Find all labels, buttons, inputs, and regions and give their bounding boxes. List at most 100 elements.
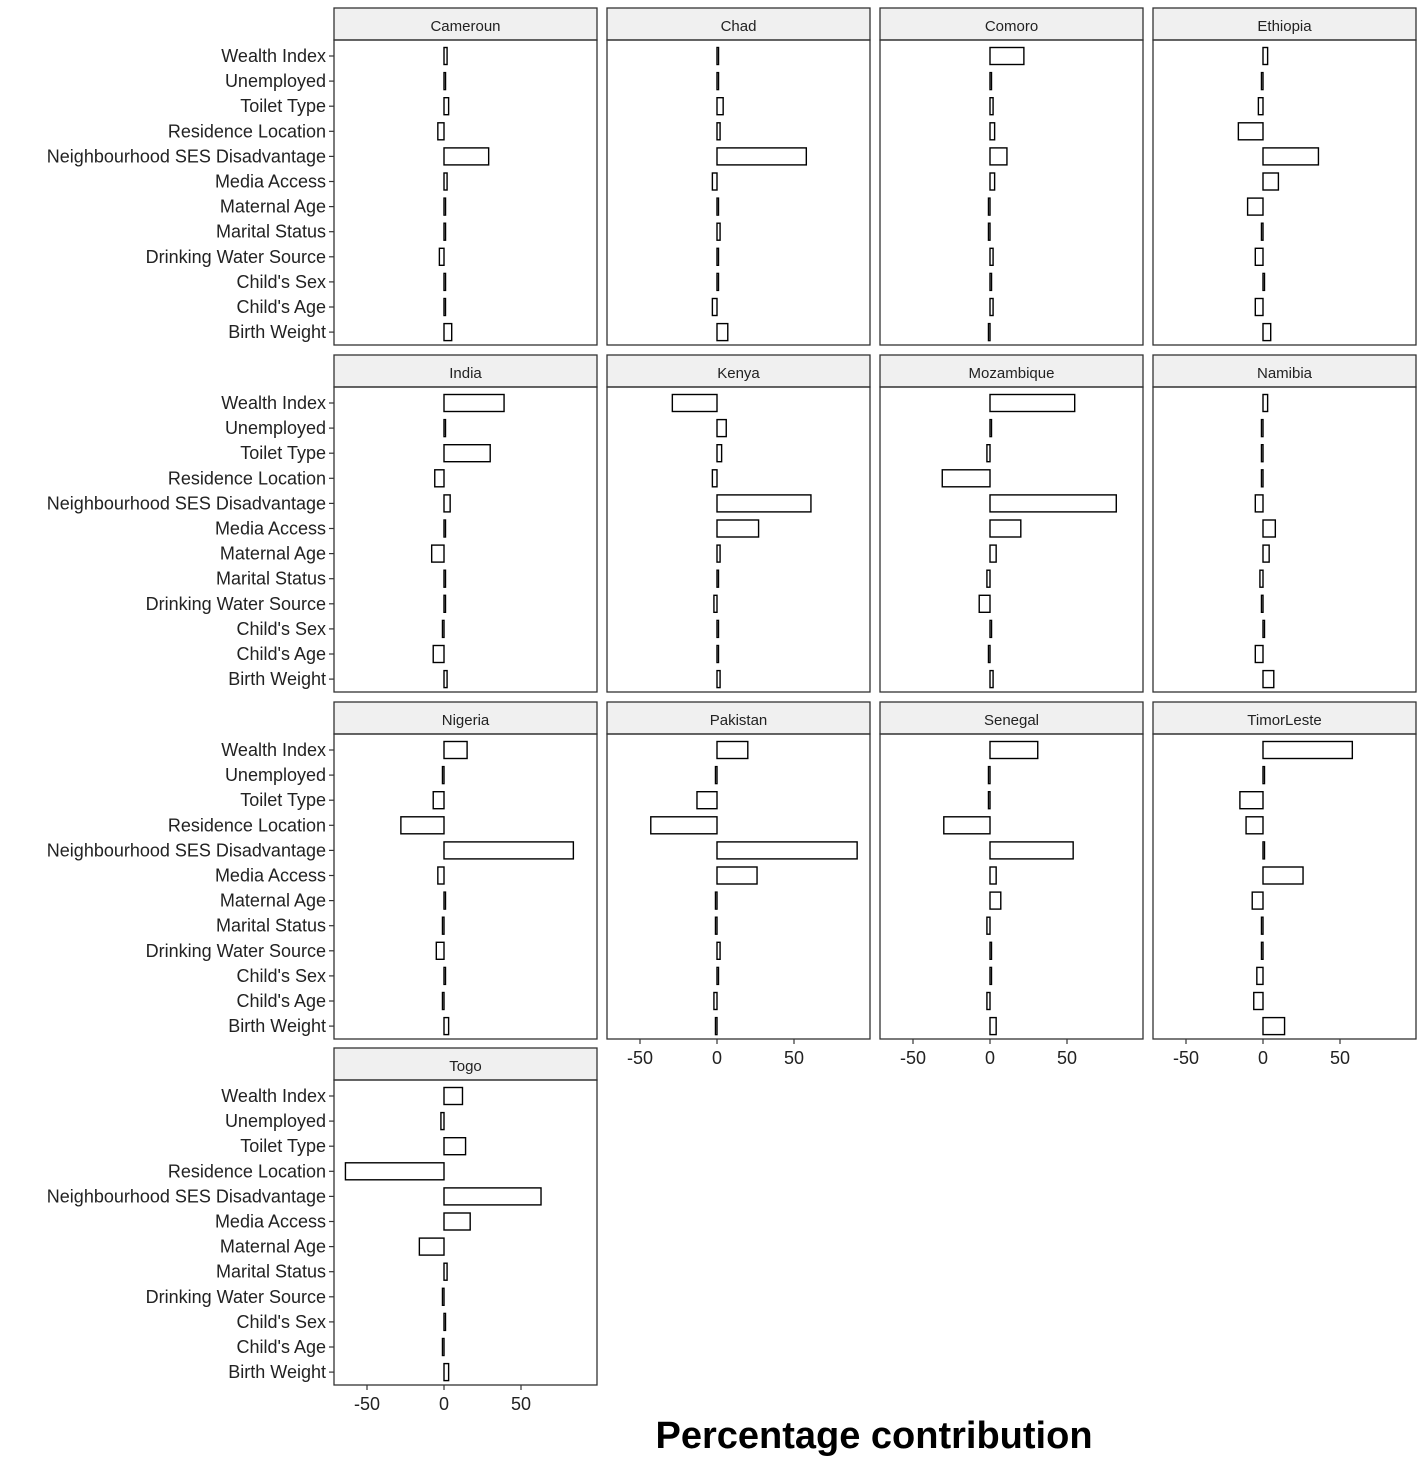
bar-unemployed <box>440 1111 445 1131</box>
x-tick-label: 50 <box>1330 1048 1350 1068</box>
bar-drinking-water-source <box>989 941 993 960</box>
bar-marital-status <box>986 916 991 935</box>
y-tick-label: Media Access <box>215 172 326 192</box>
bar-neighbourhood-ses-disadvantage <box>443 147 490 166</box>
bar-child-s-sex <box>443 1312 447 1332</box>
bar-toilet-type <box>443 96 450 116</box>
panel-border <box>1152 39 1417 346</box>
bar-marital-status <box>986 569 991 588</box>
bar-child-s-age <box>1254 644 1264 664</box>
bar-child-s-age <box>989 297 994 317</box>
bar-unemployed <box>716 418 727 438</box>
panel-nigeria: Nigeria Wealth Index Unemployed Toilet Type… <box>47 701 598 1040</box>
bar-marital-status <box>716 569 720 588</box>
bar-child-s-sex <box>989 619 993 639</box>
bar-neighbourhood-ses-disadvantage <box>1262 841 1266 860</box>
bar-birth-weight <box>443 322 453 342</box>
bar-child-s-sex <box>716 272 720 292</box>
bar-child-s-age <box>432 644 445 664</box>
bar-toilet-type <box>1239 791 1264 810</box>
bar-unemployed <box>1260 418 1264 438</box>
bar-child-s-age <box>441 991 445 1011</box>
bar-unemployed <box>1260 71 1264 91</box>
y-tick-label: Child's Age <box>237 644 327 664</box>
facet-label: Mozambique <box>969 365 1055 382</box>
y-tick-label: Unemployed <box>225 765 326 785</box>
panel-border <box>606 386 871 693</box>
bar-child-s-age <box>441 1337 445 1357</box>
y-tick-label: Birth Weight <box>228 322 326 342</box>
bar-drinking-water-source <box>1260 941 1264 960</box>
bar-neighbourhood-ses-disadvantage <box>716 841 858 860</box>
bar-child-s-sex <box>441 619 445 639</box>
bar-marital-status <box>441 916 445 935</box>
bar-child-s-sex <box>716 619 720 639</box>
y-tick-label: Child's Age <box>237 991 327 1011</box>
bar-drinking-water-source <box>713 594 718 613</box>
bar-wealth-index <box>671 393 718 413</box>
y-tick-label: Maternal Age <box>220 544 326 564</box>
y-tick-label: Child's Age <box>237 297 327 317</box>
bar-child-s-age <box>716 644 720 664</box>
y-tick-label: Wealth Index <box>221 46 326 66</box>
bar-neighbourhood-ses-disadvantage <box>443 1187 542 1206</box>
bar-child-s-sex <box>443 272 447 292</box>
bar-child-s-age <box>1253 991 1264 1011</box>
y-tick-label: Toilet Type <box>240 790 326 810</box>
panel-border <box>333 733 598 1040</box>
bar-neighbourhood-ses-disadvantage <box>1262 147 1320 166</box>
y-tick-label: Drinking Water Source <box>146 1287 326 1307</box>
x-tick-label: 0 <box>1258 1048 1268 1068</box>
y-tick-label: Wealth Index <box>221 1086 326 1106</box>
bar-media-access <box>1262 866 1304 885</box>
panel-chad: Chad <box>606 7 871 346</box>
bar-residence-location <box>437 122 445 141</box>
bar-unemployed <box>714 765 718 785</box>
bar-wealth-index <box>716 740 749 760</box>
bar-unemployed <box>716 71 720 91</box>
panel-border <box>606 39 871 346</box>
y-tick-label: Child's Sex <box>237 1312 326 1332</box>
x-tick-label: -50 <box>627 1048 653 1068</box>
bar-media-access <box>989 172 996 191</box>
bar-neighbourhood-ses-disadvantage <box>716 147 808 166</box>
bar-maternal-age <box>714 891 718 910</box>
panel-border <box>879 733 1144 1040</box>
bar-child-s-age <box>713 991 718 1011</box>
bar-marital-status <box>443 1262 448 1281</box>
y-tick-label: Neighbourhood SES Disadvantage <box>47 146 326 166</box>
bar-drinking-water-source <box>716 247 720 267</box>
y-tick-label: Child's Sex <box>237 966 326 986</box>
bar-media-access <box>716 866 758 885</box>
bar-child-s-age <box>987 644 991 664</box>
y-tick-label: Residence Location <box>168 815 326 835</box>
x-tick-label: 0 <box>985 1048 995 1068</box>
panel-cameroun: Cameroun Wealth Index Unemployed Toilet Typ… <box>47 7 598 346</box>
bar-child-s-sex <box>1262 272 1266 292</box>
y-tick-label: Marital Status <box>216 916 326 936</box>
bar-neighbourhood-ses-disadvantage <box>989 841 1074 860</box>
bar-maternal-age <box>989 891 1002 910</box>
bar-residence-location <box>716 122 721 141</box>
panel-comoro: Comoro <box>879 7 1144 346</box>
facet-strip <box>606 7 871 41</box>
facet-label: Cameroun <box>430 18 500 35</box>
bar-maternal-age <box>1262 544 1270 563</box>
bar-unemployed <box>443 71 447 91</box>
bar-toilet-type <box>716 444 723 463</box>
bar-marital-status <box>1260 222 1264 241</box>
bar-toilet-type <box>696 791 718 810</box>
bar-child-s-sex <box>443 966 447 986</box>
bar-birth-weight <box>1262 1016 1286 1036</box>
panel-india: India Wealth Index Unemployed Toilet Type Re… <box>47 354 598 693</box>
bar-residence-location <box>711 469 718 488</box>
bar-unemployed <box>989 71 993 91</box>
bar-drinking-water-source <box>978 594 991 613</box>
y-tick-label: Maternal Age <box>220 891 326 911</box>
bar-marital-status <box>1259 569 1264 588</box>
y-tick-label: Media Access <box>215 519 326 539</box>
y-tick-label: Wealth Index <box>221 393 326 413</box>
x-axis-title: Percentage contribution <box>655 1415 1092 1457</box>
bar-toilet-type <box>987 791 991 810</box>
